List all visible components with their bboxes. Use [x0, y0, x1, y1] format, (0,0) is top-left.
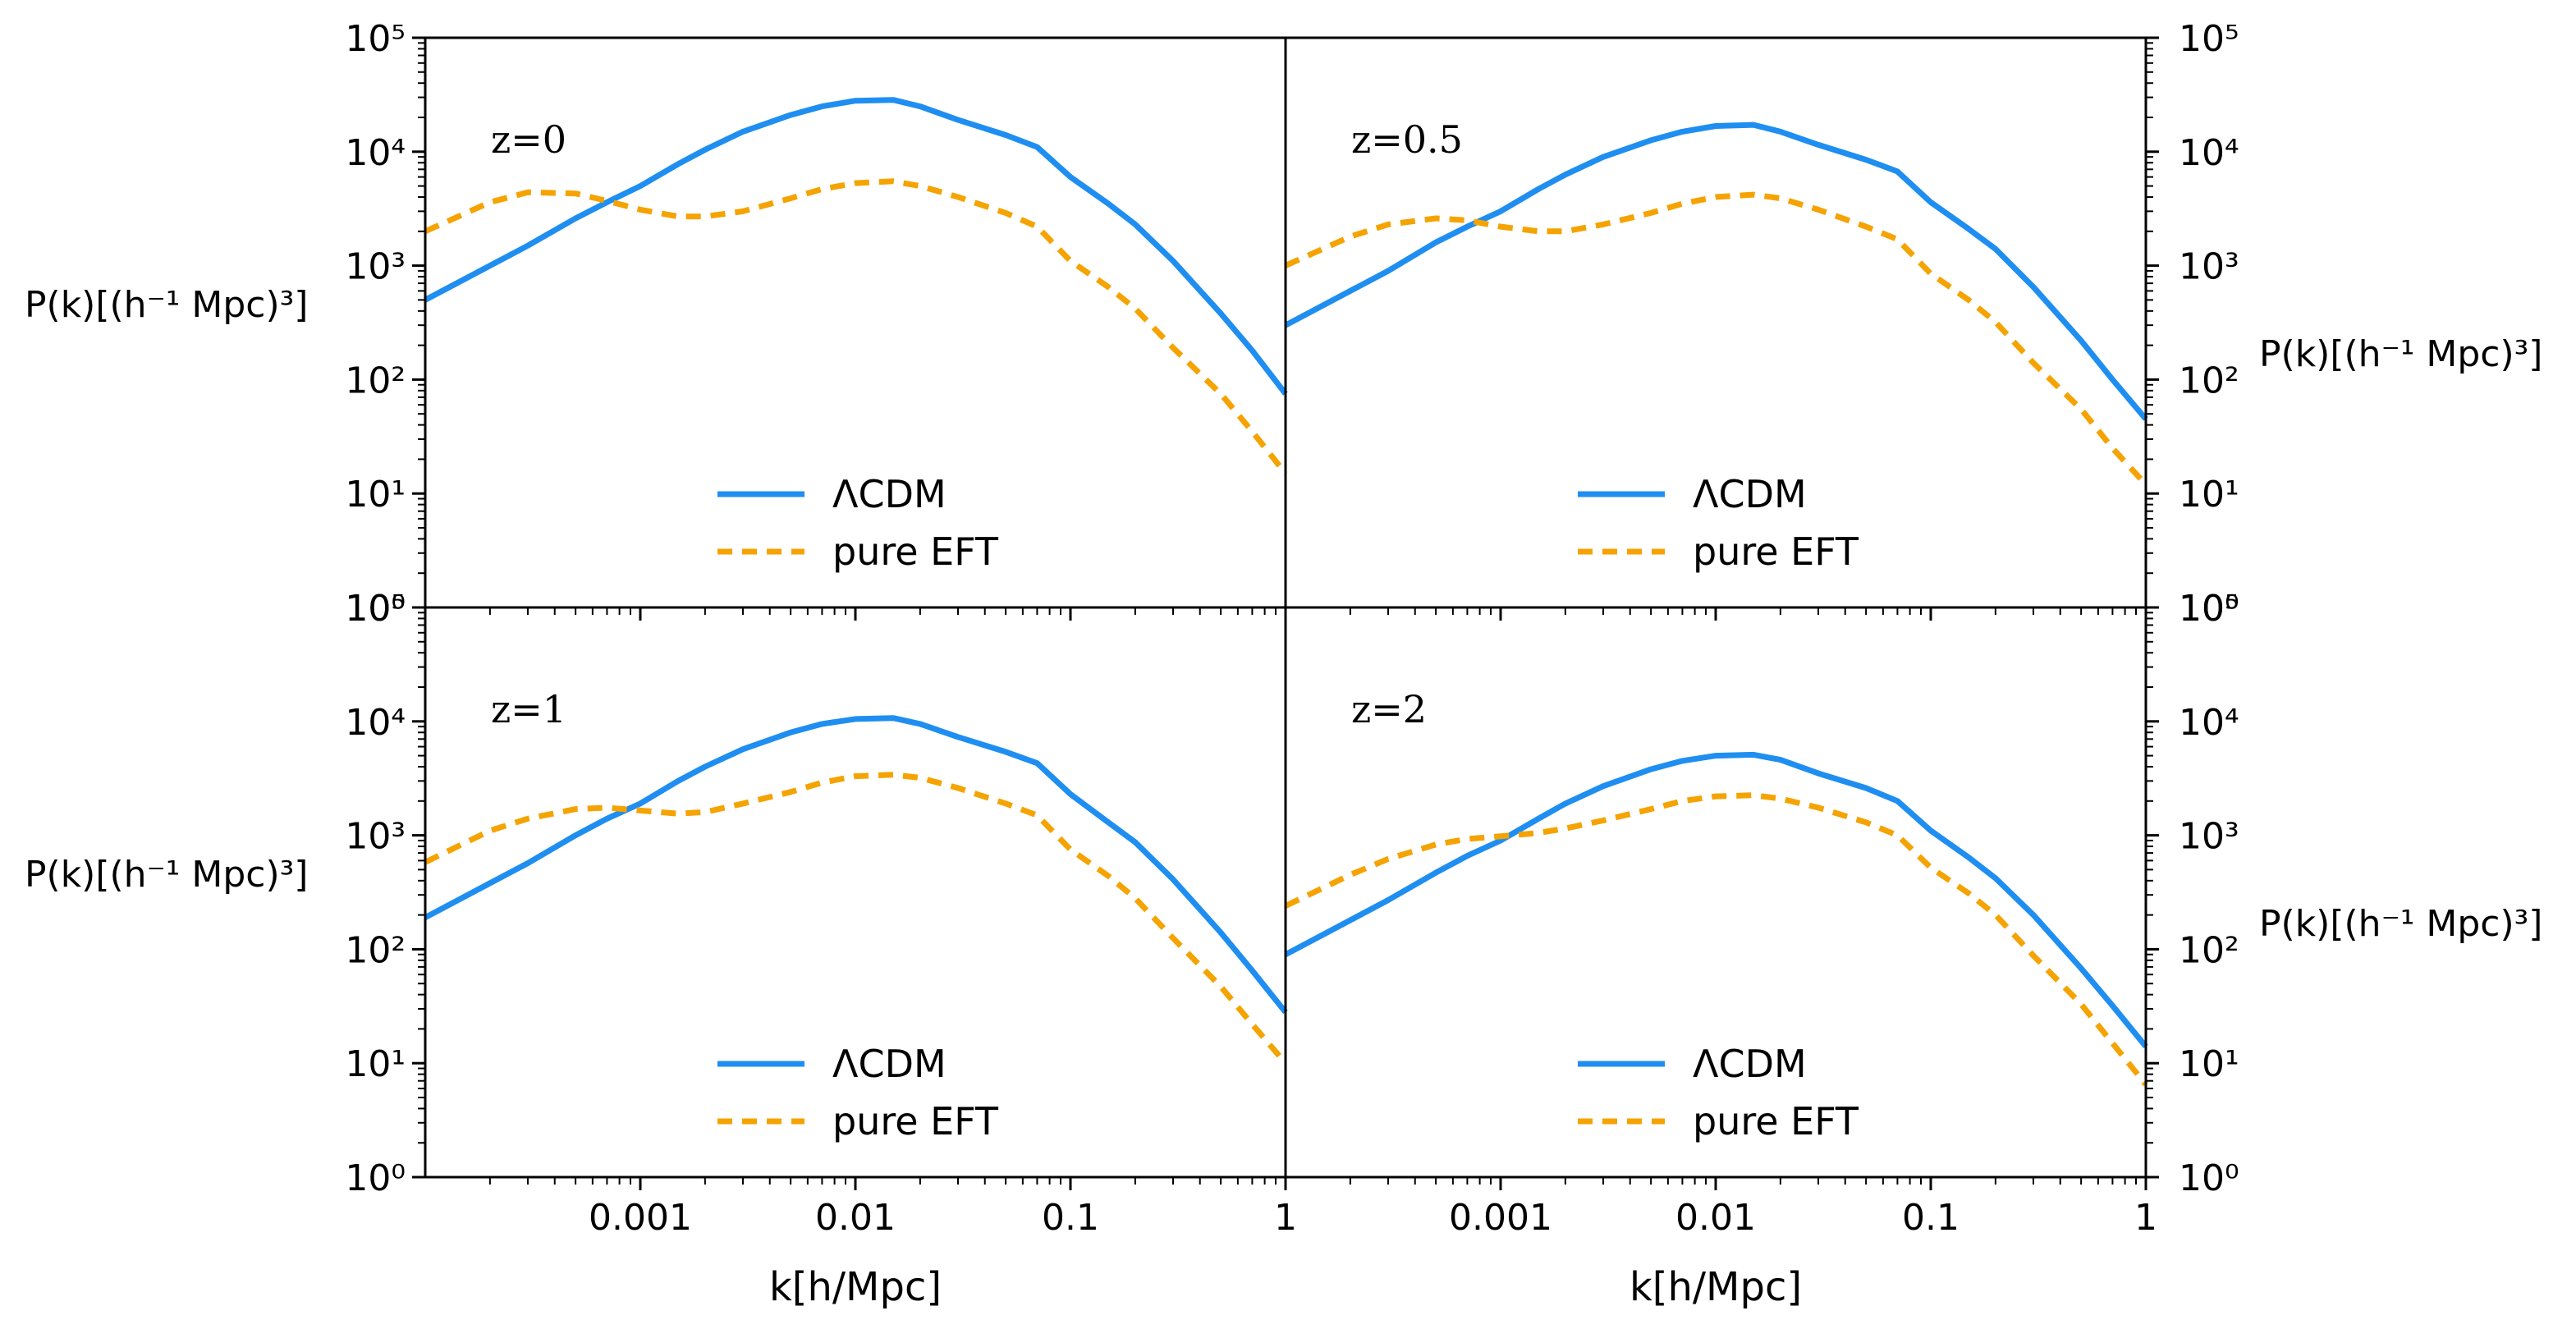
x-tick-label: 0.01: [1675, 1197, 1756, 1239]
y-tick-label: 10³: [345, 816, 406, 858]
y-axis-label: P(k)[(h⁻¹ Mpc)³]: [25, 854, 308, 896]
legend-eft-label: pure EFT: [1693, 1099, 1859, 1143]
y-tick-label: 10³: [2179, 816, 2239, 858]
y-tick-label: 10⁴: [2179, 702, 2239, 744]
x-tick-label: 0.1: [1902, 1197, 1960, 1239]
y-tick-label: 10⁴: [345, 702, 406, 744]
y-tick-label: 10²: [345, 929, 406, 971]
y-axis-label: P(k)[(h⁻¹ Mpc)³]: [2259, 333, 2542, 375]
y-tick-label: 10²: [2179, 929, 2239, 971]
y-tick-label: 10⁰: [2179, 588, 2239, 630]
legend-eft-label: pure EFT: [832, 529, 999, 574]
x-tick-label: 0.001: [1449, 1197, 1552, 1239]
y-tick-label: 10²: [2179, 360, 2239, 401]
y-tick-label: 10⁰: [345, 588, 406, 630]
y-tick-label: 10⁴: [2179, 132, 2239, 174]
pure-eft-line: [424, 772, 1288, 1065]
panel-z=0: 10⁰ 10¹ 10² 10³ 10⁴ 10⁵ z=0 ΛCDM pure EFT P(k)[(h…: [25, 18, 1288, 630]
y-tick-label: 10³: [2179, 246, 2239, 288]
x-tick-label: 1: [1274, 1197, 1297, 1239]
y-tick-label: 10¹: [2179, 474, 2239, 516]
x-tick-label: 0.1: [1042, 1197, 1099, 1239]
panel-z=2: 10⁰ 10¹ 10² 10³ 10⁴ 10⁵ 0.001 0.01 0.1 1 k[h/Mpc] z…: [1284, 588, 2542, 1310]
y-tick-label: 10⁰: [2179, 1157, 2239, 1199]
panel-label: z=2: [1351, 687, 1427, 731]
panel-label: z=0.5: [1351, 117, 1463, 162]
x-tick-label: 0.01: [815, 1197, 896, 1239]
x-tick-label: 1: [2134, 1197, 2157, 1239]
x-axis-label: k[h/Mpc]: [1629, 1264, 1802, 1310]
y-tick-label: 10³: [345, 246, 406, 288]
y-tick-label: 10²: [345, 360, 406, 401]
y-tick-label: 10⁵: [2179, 588, 2239, 630]
lcdm-line: [1284, 121, 2148, 421]
y-tick-label: 10⁰: [345, 1157, 406, 1199]
x-tick-label: 0.001: [589, 1197, 692, 1239]
legend-lcdm-label: ΛCDM: [832, 1042, 947, 1086]
legend-lcdm-label: ΛCDM: [1693, 1042, 1807, 1086]
x-axis-label: k[h/Mpc]: [769, 1264, 942, 1310]
y-tick-label: 10¹: [2179, 1043, 2239, 1085]
legend-eft-label: pure EFT: [832, 1099, 999, 1143]
y-tick-label: 10⁵: [2179, 18, 2239, 60]
pure-eft-line: [1284, 792, 2148, 1087]
lcdm-line: [424, 97, 1288, 396]
legend-eft-label: pure EFT: [1693, 529, 1859, 574]
legend-lcdm-label: ΛCDM: [832, 472, 947, 516]
panel-z=0.5: 10⁰ 10¹ 10² 10³ 10⁴ 10⁵ z=0.5 ΛCDM pure EFT P(k)[…: [1284, 18, 2542, 630]
panel-label: z=0: [491, 117, 566, 162]
y-tick-label: 10⁵: [345, 588, 406, 630]
y-tick-label: 10¹: [345, 474, 406, 516]
y-tick-label: 10⁴: [345, 132, 406, 174]
legend-lcdm-label: ΛCDM: [1693, 472, 1807, 516]
panel-label: z=1: [491, 687, 566, 731]
lcdm-line: [424, 715, 1288, 1015]
y-axis-label: P(k)[(h⁻¹ Mpc)³]: [25, 284, 308, 326]
y-tick-label: 10⁵: [345, 18, 406, 60]
y-axis-label: P(k)[(h⁻¹ Mpc)³]: [2259, 903, 2542, 945]
panel-z=1: 10⁰ 10¹ 10² 10³ 10⁴ 10⁵ 0.001 0.01 0.1 1 k[h/Mpc] z…: [25, 588, 1297, 1310]
y-tick-label: 10¹: [345, 1043, 406, 1085]
pure-eft-line: [424, 178, 1288, 475]
lcdm-line: [1284, 751, 2148, 1049]
pure-eft-line: [1284, 191, 2148, 487]
